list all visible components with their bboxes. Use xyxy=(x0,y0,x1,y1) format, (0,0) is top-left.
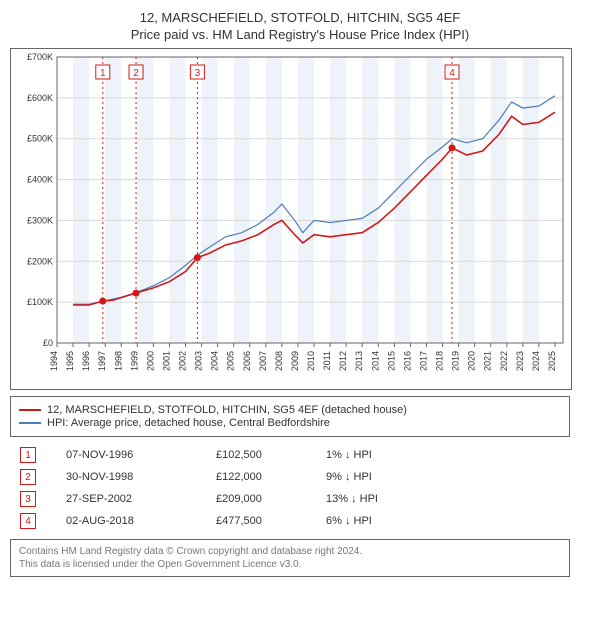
sale-badge: 1 xyxy=(20,447,36,463)
sale-price: £122,000 xyxy=(216,471,326,483)
svg-text:£500K: £500K xyxy=(27,134,53,144)
svg-text:£600K: £600K xyxy=(27,93,53,103)
svg-text:2: 2 xyxy=(133,68,139,79)
svg-text:2011: 2011 xyxy=(322,351,332,370)
svg-text:2019: 2019 xyxy=(451,351,461,371)
sale-price: £477,500 xyxy=(216,515,326,527)
legend-item: HPI: Average price, detached house, Cent… xyxy=(19,417,561,429)
svg-text:2022: 2022 xyxy=(499,351,509,371)
svg-text:2009: 2009 xyxy=(290,351,300,371)
svg-text:2002: 2002 xyxy=(178,351,188,371)
sale-date: 02-AUG-2018 xyxy=(66,515,216,527)
sale-badge: 2 xyxy=(20,469,36,485)
sale-date: 30-NOV-1998 xyxy=(66,471,216,483)
sale-row: 1 07-NOV-1996£102,5001% ↓ HPI xyxy=(10,447,570,463)
svg-text:2007: 2007 xyxy=(258,351,268,371)
svg-text:2005: 2005 xyxy=(226,351,236,371)
svg-text:4: 4 xyxy=(449,68,455,79)
svg-text:1995: 1995 xyxy=(65,351,75,371)
legend-swatch xyxy=(19,422,41,424)
svg-text:1994: 1994 xyxy=(49,351,59,371)
svg-text:£700K: £700K xyxy=(27,52,53,62)
svg-text:1: 1 xyxy=(100,68,106,79)
svg-text:2016: 2016 xyxy=(402,351,412,371)
svg-text:2018: 2018 xyxy=(435,351,445,371)
legend-label: HPI: Average price, detached house, Cent… xyxy=(47,417,330,429)
chart-container: £0 £100K £200K £300K £400K £500K £600K £700K 199… xyxy=(10,48,572,390)
sale-badge: 3 xyxy=(20,491,36,507)
svg-text:2000: 2000 xyxy=(145,351,155,371)
svg-text:2001: 2001 xyxy=(161,351,171,371)
chart-title-block: 12, MARSCHEFIELD, STOTFOLD, HITCHIN, SG5… xyxy=(10,10,590,42)
sale-pct: 9% ↓ HPI xyxy=(326,471,446,483)
legend-item: 12, MARSCHEFIELD, STOTFOLD, HITCHIN, SG5… xyxy=(19,404,561,416)
attribution-footer: Contains HM Land Registry data © Crown c… xyxy=(10,539,570,577)
sale-row: 4 02-AUG-2018£477,5006% ↓ HPI xyxy=(10,513,570,529)
sale-row: 3 27-SEP-2002£209,00013% ↓ HPI xyxy=(10,491,570,507)
svg-text:1998: 1998 xyxy=(113,351,123,371)
footer-line1: Contains HM Land Registry data © Crown c… xyxy=(19,545,561,558)
svg-text:2023: 2023 xyxy=(515,351,525,371)
legend-label: 12, MARSCHEFIELD, STOTFOLD, HITCHIN, SG5… xyxy=(47,404,407,416)
svg-text:2013: 2013 xyxy=(354,351,364,371)
svg-text:2024: 2024 xyxy=(531,351,541,371)
sale-pct: 1% ↓ HPI xyxy=(326,449,446,461)
sale-pct: 13% ↓ HPI xyxy=(326,493,446,505)
sale-price: £209,000 xyxy=(216,493,326,505)
sale-price: £102,500 xyxy=(216,449,326,461)
price-chart: £0 £100K £200K £300K £400K £500K £600K £700K 199… xyxy=(11,49,571,389)
svg-text:£0: £0 xyxy=(43,338,53,348)
svg-text:1996: 1996 xyxy=(81,351,91,371)
svg-text:2012: 2012 xyxy=(338,351,348,371)
svg-text:1999: 1999 xyxy=(129,351,139,371)
svg-text:2003: 2003 xyxy=(194,351,204,371)
sale-badge: 4 xyxy=(20,513,36,529)
svg-text:2021: 2021 xyxy=(483,351,493,371)
sales-table: 1 07-NOV-1996£102,5001% ↓ HPI 2 30-NOV-1998… xyxy=(10,447,570,529)
svg-text:£300K: £300K xyxy=(27,215,53,225)
svg-text:£200K: £200K xyxy=(27,256,53,266)
sale-pct: 6% ↓ HPI xyxy=(326,515,446,527)
svg-text:2010: 2010 xyxy=(306,351,316,371)
sale-date: 07-NOV-1996 xyxy=(66,449,216,461)
sale-date: 27-SEP-2002 xyxy=(66,493,216,505)
svg-text:2020: 2020 xyxy=(467,351,477,371)
svg-text:2006: 2006 xyxy=(242,351,252,371)
svg-text:£100K: £100K xyxy=(27,297,53,307)
title-address: 12, MARSCHEFIELD, STOTFOLD, HITCHIN, SG5… xyxy=(10,10,590,25)
legend: 12, MARSCHEFIELD, STOTFOLD, HITCHIN, SG5… xyxy=(10,396,570,437)
sale-row: 2 30-NOV-1998£122,0009% ↓ HPI xyxy=(10,469,570,485)
svg-text:1997: 1997 xyxy=(97,351,107,371)
svg-text:3: 3 xyxy=(195,68,201,79)
title-subtitle: Price paid vs. HM Land Registry's House … xyxy=(10,27,590,42)
svg-text:2015: 2015 xyxy=(386,351,396,371)
footer-line2: This data is licensed under the Open Gov… xyxy=(19,558,561,571)
svg-text:£400K: £400K xyxy=(27,175,53,185)
svg-text:2014: 2014 xyxy=(370,351,380,371)
legend-swatch xyxy=(19,409,41,411)
svg-text:2025: 2025 xyxy=(547,351,557,371)
svg-text:2008: 2008 xyxy=(274,351,284,371)
svg-text:2017: 2017 xyxy=(418,351,428,371)
svg-text:2004: 2004 xyxy=(210,351,220,371)
